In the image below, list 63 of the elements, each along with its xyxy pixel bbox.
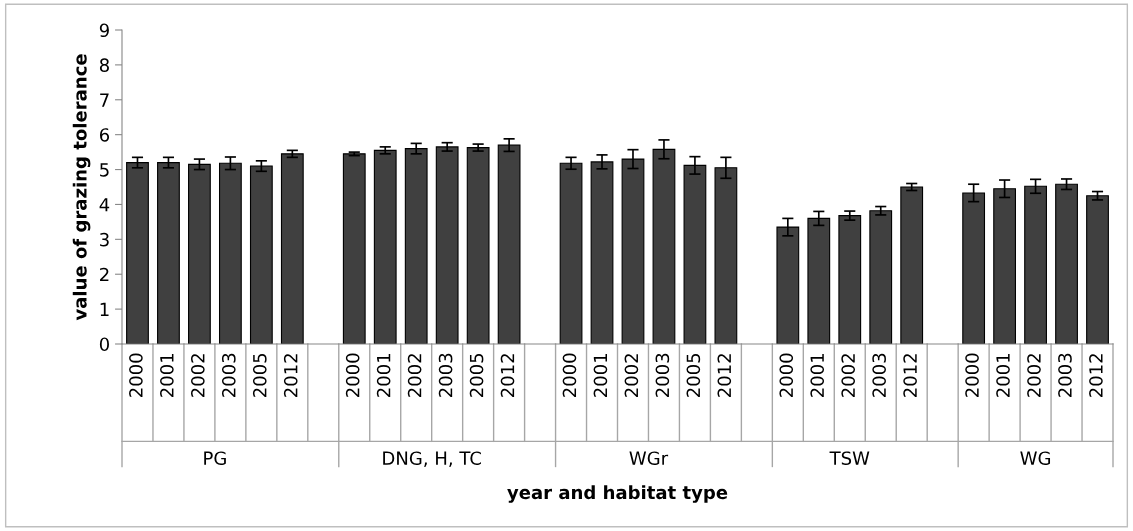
x-tick-label: 2001: [810, 354, 825, 397]
y-tick-label: 2: [100, 267, 109, 282]
bar: [559, 162, 583, 344]
x-tick-label: 2005: [469, 353, 484, 397]
x-tick-label: 2000: [965, 353, 979, 397]
y-tick-label: 0: [99, 337, 109, 352]
x-tick-label: 2012: [1089, 354, 1103, 397]
x-tick-label: 2003: [655, 353, 670, 397]
x-tick-label: 2000: [779, 353, 794, 397]
x-tick-label: 2005: [686, 353, 701, 397]
x-tick-label: 2001: [160, 354, 174, 397]
text: WGr: [629, 451, 669, 466]
x-tick-label: 2003: [221, 353, 236, 397]
text: TSW: [829, 451, 870, 466]
bar: [157, 162, 180, 344]
y-tick-label: 9: [99, 23, 109, 38]
x-tick-label: 2000: [345, 353, 360, 397]
x-tick-label: 2005: [252, 353, 267, 397]
bar: [373, 149, 397, 344]
y-tick-label: 7: [100, 93, 109, 107]
x-tick-label: 2002: [841, 354, 855, 397]
bar: [900, 186, 924, 344]
bar: [188, 163, 211, 344]
bar: [342, 153, 366, 344]
x-tick-label: 2000: [129, 353, 143, 397]
bar: [435, 146, 459, 344]
bar: [218, 162, 242, 344]
y-tick-label: 6: [99, 128, 110, 142]
x-tick-label: 2002: [191, 354, 205, 397]
y-tick-label: 5: [100, 163, 109, 177]
bar: [869, 210, 893, 344]
bar: [838, 215, 862, 344]
x-tick-label: 2002: [407, 354, 422, 397]
y-tick-label: 1: [100, 302, 109, 316]
x-tick-label: 2003: [1058, 353, 1072, 397]
x-tick-label: 2003: [438, 353, 453, 397]
x-tick-label: 2012: [283, 354, 298, 397]
x-tick-label: 2002: [624, 354, 639, 397]
x-tick-label: 2000: [562, 353, 577, 397]
bar: [249, 165, 273, 344]
x-tick-label: 2002: [1027, 354, 1041, 397]
y-tick-label: 3: [100, 232, 109, 247]
bar: [1055, 183, 1078, 344]
x-tick-label: 2001: [376, 354, 391, 397]
x-tick-label: 2001: [996, 354, 1010, 397]
bar: [126, 162, 149, 344]
bar: [1086, 195, 1109, 344]
text: DNG, H, TC: [383, 451, 481, 467]
x-tick-label: 2003: [872, 353, 886, 397]
bar: [466, 147, 490, 344]
y-axis-title: value of grazing tolerance: [72, 54, 91, 321]
x-tick-label: 2001: [593, 354, 608, 397]
bar: [497, 144, 521, 344]
text: PG: [204, 451, 226, 466]
x-tick-label: 2012: [717, 354, 732, 397]
y-tick-label: 8: [99, 58, 109, 73]
y-tick-label: 4: [99, 198, 110, 212]
bar: [280, 153, 304, 344]
x-tick-label: 2012: [903, 354, 917, 397]
bar: [404, 148, 428, 344]
text: WG: [1020, 451, 1051, 466]
x-axis-title: year and habitat type: [507, 485, 728, 503]
x-tick-label: 2012: [500, 354, 515, 397]
